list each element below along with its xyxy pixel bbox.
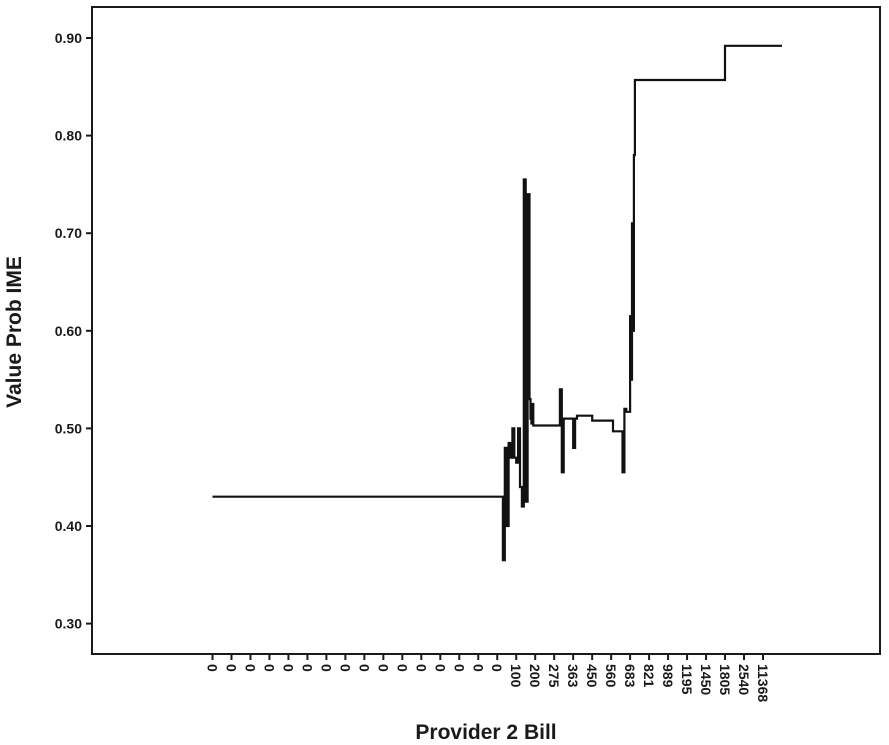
- x-tick-label: 2540: [736, 664, 752, 695]
- x-tick-label: 0: [413, 664, 429, 672]
- x-tick-label: 0: [318, 664, 334, 672]
- y-tick-label: 0.60: [55, 323, 82, 339]
- x-tick-label: 1195: [679, 664, 695, 695]
- x-tick-label: 100: [508, 664, 524, 688]
- x-tick-label: 0: [299, 664, 315, 672]
- x-tick-label: 1450: [698, 664, 714, 695]
- x-tick-label: 0: [432, 664, 448, 672]
- x-tick-label: 0: [394, 664, 410, 672]
- y-tick-label: 0.30: [55, 616, 82, 632]
- x-tick-label: 0: [489, 664, 505, 672]
- x-tick-label: 0: [356, 664, 372, 672]
- y-axis-title: Value Prob IME: [3, 256, 26, 408]
- x-tick-label: 0: [375, 664, 391, 672]
- x-axis: 0 0 0 0 0 0 0 0 0 0 0 0 0 0 0 0 100 200 275 363 450 560 683 821…: [205, 654, 771, 702]
- x-tick-label: 0: [205, 664, 221, 672]
- series-line: [212, 44, 782, 562]
- x-tick-label: 0: [223, 664, 239, 672]
- y-tick-label: 0.40: [55, 518, 82, 534]
- y-tick-label: 0.70: [55, 225, 82, 241]
- x-tick-label: 560: [603, 664, 619, 688]
- y-tick-label: 0.90: [55, 30, 82, 46]
- x-tick-label: 683: [622, 664, 638, 688]
- x-tick-label: 0: [242, 664, 258, 672]
- y-axis: 0.30 0.40 0.50 0.60 0.70 0.80 0.90: [55, 30, 92, 632]
- x-tick-label: 275: [546, 664, 562, 688]
- series-layer: [212, 44, 782, 562]
- x-tick-label: 0: [470, 664, 486, 672]
- x-tick-label: 11368: [755, 664, 771, 702]
- y-tick-label: 0.50: [55, 420, 82, 436]
- x-tick-label: 363: [565, 664, 581, 688]
- x-tick-label: 821: [641, 664, 657, 688]
- x-tick-label: 200: [527, 664, 543, 688]
- x-tick-label: 1805: [717, 664, 733, 695]
- y-tick-label: 0.80: [55, 128, 82, 144]
- x-axis-title: Provider 2 Bill: [415, 721, 556, 744]
- x-tick-label: 0: [337, 664, 353, 672]
- plot-frame: [91, 6, 881, 655]
- x-tick-label: 450: [584, 664, 600, 688]
- x-tick-label: 0: [280, 664, 296, 672]
- x-tick-label: 0: [451, 664, 467, 672]
- x-tick-label: 0: [261, 664, 277, 672]
- x-tick-label: 989: [660, 664, 676, 688]
